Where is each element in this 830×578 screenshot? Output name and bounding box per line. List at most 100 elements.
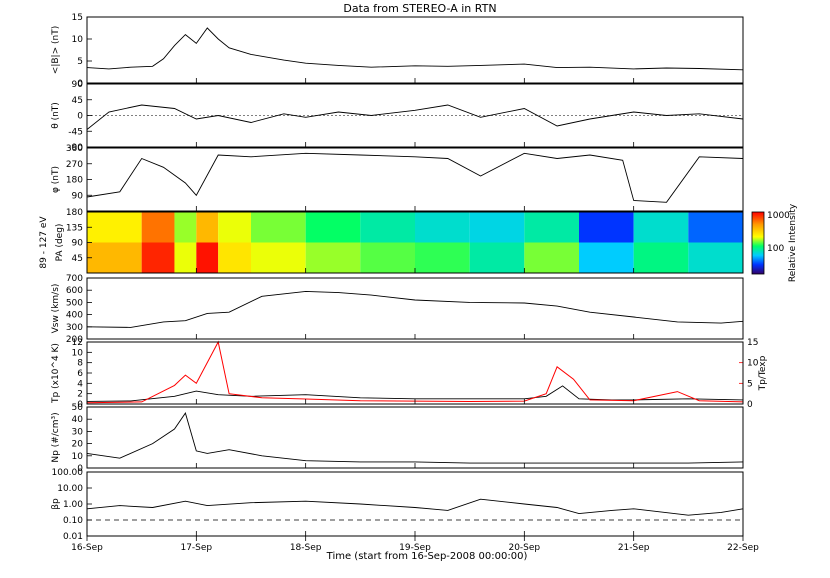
- right-tick-label: 15: [747, 338, 758, 348]
- y-axis-label: Vsw (km/s): [51, 284, 61, 334]
- pa-cell-high: [196, 212, 219, 243]
- pa-cell-high: [524, 212, 579, 243]
- pa-cell-high: [251, 212, 306, 243]
- panel-frame: [86, 471, 744, 537]
- x-tick-label: 21-Sep: [618, 543, 650, 553]
- pa-cell-low: [196, 242, 219, 273]
- y-axis-label: Np (#/cm³): [51, 412, 61, 462]
- y-tick-label: 90: [72, 191, 84, 201]
- series-line-phi: [86, 152, 744, 203]
- y-tick-label: 270: [66, 160, 83, 170]
- pa-cell-low: [141, 242, 175, 273]
- colorbar-tick-high: 1000: [767, 211, 790, 221]
- y-tick-label: 5: [77, 57, 83, 67]
- y-tick-label: 200: [66, 335, 83, 345]
- panel-frame: [86, 16, 744, 84]
- right-tick-label: 10: [747, 359, 759, 369]
- y-tick-label: 15: [72, 13, 83, 23]
- pa-cell-low: [360, 242, 415, 273]
- y-tick-label: 50: [72, 403, 84, 413]
- y-tick-label: 500: [66, 298, 83, 308]
- y-tick-label: 400: [66, 311, 83, 321]
- pa-cell-high: [579, 212, 634, 243]
- pa-cell-high: [174, 212, 197, 243]
- x-tick-label: 19-Sep: [399, 543, 431, 553]
- pa-cell-high: [218, 212, 251, 243]
- chart-title: Data from STEREO-A in RTN: [343, 2, 496, 15]
- x-axis-label: Time (start from 16-Sep-2008 00:00:00): [326, 551, 528, 562]
- pa-cell-low: [218, 242, 251, 273]
- y-tick-label: 0: [77, 79, 83, 89]
- y-tick-label: 100.00: [52, 468, 84, 478]
- y-tick-label: 180: [66, 208, 83, 218]
- colorbar: 1000 100 Relative Intensity: [751, 203, 798, 282]
- y-tick-label: 360: [66, 144, 83, 154]
- pa-cell-low: [688, 242, 743, 273]
- pa-cell-low: [87, 242, 142, 273]
- y-tick-label: 0: [77, 464, 83, 474]
- x-tick-label: 18-Sep: [290, 543, 322, 553]
- panel-frame: [86, 147, 744, 212]
- y-tick-label: 40: [72, 415, 84, 425]
- pa-cell-low: [174, 242, 197, 273]
- x-tick-label: 20-Sep: [508, 543, 540, 553]
- y-axis-label: PA (deg): [55, 224, 65, 262]
- pa-cell-low: [579, 242, 634, 273]
- x-tick-label: 22-Sep: [727, 543, 759, 553]
- colorbar-tick-low: 100: [767, 244, 784, 254]
- panel-phi: 90 180 270 360 φ (nT): [51, 144, 744, 212]
- y-tick-label: 0.10: [63, 516, 83, 526]
- y-tick-label: 6: [77, 369, 83, 379]
- pa-cell-low: [469, 242, 525, 273]
- panel-V: 200 300 400 500 600 700 Vsw (km/s): [51, 274, 744, 345]
- y-tick-label: 10.00: [57, 484, 83, 494]
- y-tick-label: 10: [72, 348, 84, 358]
- y-axis-label: θ (nT): [51, 102, 61, 129]
- pa-cell-high: [633, 212, 689, 243]
- pa-cell-high: [469, 212, 525, 243]
- pa-cell-high: [141, 212, 175, 243]
- x-tick-label: 16-Sep: [71, 543, 103, 553]
- y-axis-label: φ (nT): [51, 166, 61, 193]
- right-axis-label: Tp/Texp: [758, 355, 768, 391]
- series-line-B: [86, 27, 744, 71]
- pa-energy-label: 89 - 127 eV: [39, 216, 49, 269]
- y-tick-label: 45: [72, 96, 83, 106]
- pa-cell-high: [305, 212, 361, 243]
- y-tick-label: 12: [72, 338, 83, 348]
- y-tick-label: 90: [72, 239, 84, 249]
- panel-beta: 0.01 0.10 1.00 10.00 100.00 βp: [51, 468, 744, 542]
- y-tick-label: 4: [77, 379, 83, 389]
- y-tick-label: 45: [72, 254, 83, 264]
- pa-cell-low: [524, 242, 579, 273]
- y-tick-label: 0.01: [63, 532, 83, 542]
- y-tick-label: 8: [77, 359, 83, 369]
- right-tick-label: 5: [747, 379, 753, 389]
- pa-cell-high: [415, 212, 470, 243]
- y-axis-label: <|B|> (nT): [51, 26, 61, 74]
- series-line-V: [86, 290, 744, 328]
- pa-cell-low: [415, 242, 470, 273]
- pa-cell-high: [688, 212, 743, 243]
- colorbar-scale: [751, 211, 765, 275]
- y-axis-label: Tp (x10^4 K): [51, 343, 61, 404]
- panel-B: 0 5 10 15 <|B|> (nT): [51, 13, 744, 89]
- right-tick-label: 0: [747, 400, 753, 410]
- pa-cell-high: [360, 212, 415, 243]
- y-tick-label: 30: [72, 427, 84, 437]
- series-line-theta: [86, 104, 744, 130]
- y-tick-label: 180: [66, 176, 83, 186]
- y-tick-label: 10: [72, 35, 84, 45]
- y-tick-label: 20: [72, 440, 84, 450]
- series-line-beta: [86, 498, 744, 516]
- y-tick-label: 10: [72, 452, 84, 462]
- panel-Np: 0 10 20 30 40 50 Np (#/cm³): [51, 403, 744, 474]
- series-line-Np: [86, 412, 744, 464]
- y-tick-label: 90: [72, 80, 84, 90]
- y-tick-label: 2: [77, 390, 83, 400]
